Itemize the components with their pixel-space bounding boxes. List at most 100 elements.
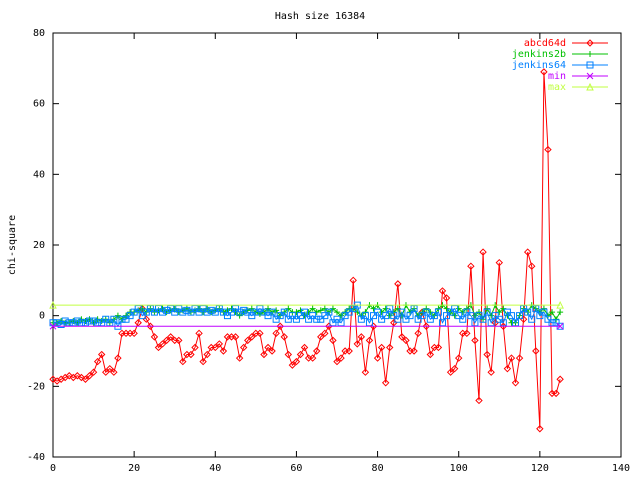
data-point [183, 306, 191, 314]
data-point [528, 262, 536, 270]
data-point [272, 329, 280, 338]
data-point [365, 336, 374, 345]
data-point [487, 368, 495, 376]
data-point [53, 319, 61, 327]
y-tick-label: 60 [33, 99, 45, 110]
data-point [49, 375, 57, 383]
data-point [414, 329, 422, 338]
data-point [386, 305, 394, 313]
data-point [337, 319, 345, 327]
data-point [308, 354, 317, 362]
data-point [268, 308, 276, 316]
data-point [415, 312, 422, 319]
data-point [438, 287, 447, 295]
data-point [463, 329, 471, 338]
data-point [207, 306, 215, 314]
data-point [288, 312, 296, 320]
data-point [244, 308, 252, 316]
data-point [422, 322, 430, 330]
data-point [463, 305, 470, 312]
data-point [488, 312, 495, 319]
data-point [357, 333, 366, 341]
data-point [422, 308, 430, 316]
data-point [467, 262, 475, 270]
data-point [459, 309, 466, 316]
data-point [495, 258, 503, 267]
data-point [321, 305, 328, 312]
data-point [93, 357, 102, 366]
data-point [463, 308, 471, 316]
data-point [175, 309, 182, 316]
data-point [353, 340, 361, 348]
data-point [199, 357, 207, 366]
y-tick-label: -20 [27, 381, 45, 392]
data-point [154, 343, 163, 352]
data-point [475, 312, 483, 320]
data-point [313, 347, 321, 355]
data-point [511, 379, 520, 387]
data-point [540, 308, 548, 316]
data-point [556, 375, 564, 383]
data-point [556, 322, 564, 330]
data-point [317, 307, 324, 314]
data-point [503, 308, 511, 316]
data-point [196, 305, 203, 312]
x-tick-label: 20 [128, 463, 140, 474]
data-point [540, 68, 548, 76]
data-point [150, 333, 159, 341]
data-point [58, 317, 65, 324]
data-point [398, 308, 406, 316]
data-point [203, 350, 211, 359]
data-point [309, 312, 317, 320]
data-point [524, 308, 532, 316]
data-point [146, 305, 154, 313]
data-point [191, 305, 199, 313]
data-point [386, 312, 393, 319]
legend-label: min [548, 71, 566, 82]
data-point [361, 312, 369, 320]
data-point [479, 248, 487, 256]
data-point [73, 372, 82, 380]
data-point [426, 350, 435, 359]
legend-label: abcd64d [524, 38, 566, 49]
data-point [313, 309, 320, 316]
data-point [500, 305, 507, 312]
data-point [333, 357, 341, 366]
data-point [280, 308, 288, 316]
data-point [549, 309, 556, 316]
data-point [495, 315, 503, 323]
data-point [503, 364, 512, 373]
data-point [532, 347, 540, 355]
data-point [114, 312, 121, 319]
chart-title: Hash size 16384 [275, 11, 365, 22]
data-point [123, 312, 130, 319]
data-point [483, 350, 491, 359]
data-point [398, 333, 406, 341]
data-point [544, 145, 552, 154]
data-point [402, 336, 410, 345]
plot-frame [52, 32, 622, 458]
data-point [89, 368, 98, 376]
data-point [167, 305, 175, 313]
data-point [65, 372, 73, 380]
data-point [329, 336, 337, 345]
data-point [215, 340, 224, 348]
data-point [301, 308, 309, 316]
data-point [191, 343, 199, 352]
data-point [406, 312, 414, 320]
data-point [300, 343, 309, 352]
data-point [338, 312, 345, 319]
legend-label: jenkins2b [512, 49, 566, 60]
data-point [556, 322, 564, 330]
x-tick-label: 0 [50, 463, 56, 474]
data-point [451, 312, 458, 319]
data-point [471, 312, 478, 319]
data-point [187, 350, 195, 359]
data-point [268, 347, 276, 355]
data-point [450, 364, 459, 373]
data-point [507, 312, 515, 320]
data-point [382, 305, 389, 312]
data-point [244, 336, 252, 345]
data-point [204, 305, 211, 312]
